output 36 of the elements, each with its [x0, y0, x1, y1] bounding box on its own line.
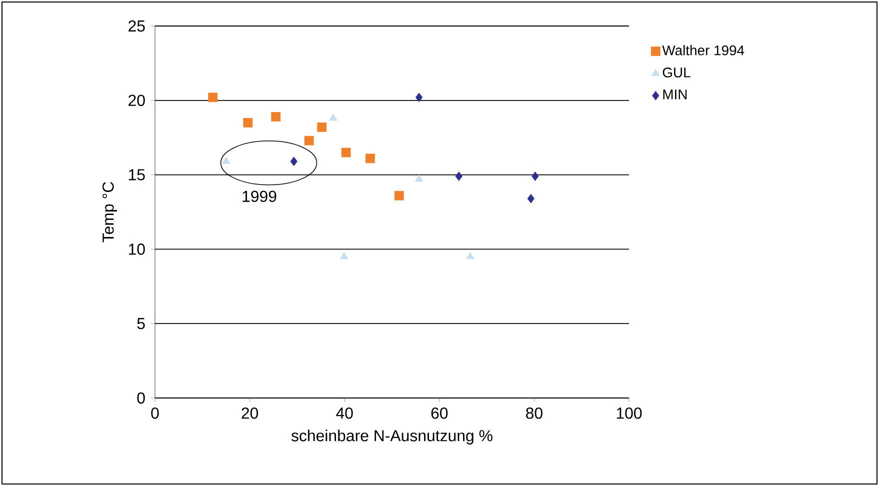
point — [329, 114, 338, 121]
x-axis-title: scheinbare N-Ausnutzung % — [291, 430, 492, 444]
legend-label: Walther 1994 — [662, 45, 744, 56]
point — [243, 118, 253, 128]
x-tick-label: 0 — [151, 408, 159, 419]
y-tick-label: 15 — [128, 169, 145, 180]
point — [394, 190, 404, 200]
y-tick-label: 5 — [137, 318, 145, 330]
point — [527, 194, 534, 204]
point — [366, 154, 375, 164]
point — [415, 92, 423, 102]
y-tick-label: 25 — [128, 20, 145, 32]
y-tick-label: 20 — [128, 94, 145, 106]
point — [317, 122, 327, 132]
point — [532, 172, 539, 181]
point — [290, 156, 298, 166]
point — [271, 112, 281, 122]
point — [455, 172, 462, 181]
x-tick-label: 60 — [431, 408, 448, 419]
point — [208, 92, 218, 102]
point — [222, 156, 230, 164]
y-tick-label: 0 — [137, 392, 145, 404]
point — [341, 148, 351, 158]
y-tick-label: 10 — [128, 244, 145, 255]
point — [340, 252, 348, 260]
x-tick-label: 20 — [242, 408, 258, 419]
point — [304, 136, 314, 146]
annotation: 1999 — [242, 190, 276, 202]
x-tick-label: 40 — [336, 408, 353, 419]
x-tick-label: 100 — [616, 408, 642, 419]
legend-label: GUL — [662, 68, 690, 78]
point — [466, 252, 474, 260]
x-tick-label: 80 — [526, 408, 542, 419]
y-axis-title: Temp °C — [102, 182, 117, 242]
point — [414, 174, 424, 182]
legend-label: MIN — [663, 90, 687, 100]
